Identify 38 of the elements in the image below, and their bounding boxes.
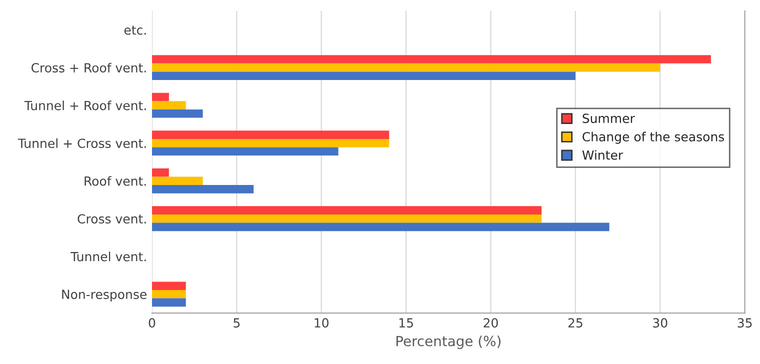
y-tick-label: Roof vent. [84, 176, 146, 186]
x-tick-label: 25 [568, 318, 582, 328]
bar [152, 63, 660, 72]
legend-label: Change of the seasons [582, 132, 724, 144]
bar [152, 185, 254, 194]
legend-label: Winter [582, 150, 624, 160]
y-tick-label: Non-response [62, 290, 146, 302]
legend-label: Summer [582, 114, 635, 124]
y-tick-label: Tunnel + Roof vent. [24, 100, 146, 110]
x-tick-label: 30 [653, 318, 668, 328]
y-tick-label: Tunnel + Cross vent. [18, 138, 146, 148]
y-tick-label: Tunnel vent. [70, 252, 146, 262]
x-tick-label: 10 [314, 318, 328, 328]
x-tick-label: 0 [148, 318, 156, 328]
x-axis-title: Percentage (%) [396, 336, 500, 349]
bar [152, 168, 169, 177]
bar [152, 214, 542, 223]
bar [152, 138, 390, 148]
bar [152, 222, 610, 232]
y-tick-label: Cross + Roof vent. [31, 62, 146, 72]
bar [152, 101, 186, 110]
bar [152, 290, 186, 298]
bar [152, 55, 711, 64]
bar [152, 206, 542, 214]
x-tick-label: 35 [738, 318, 752, 328]
bar [152, 147, 338, 156]
x-tick-label: 5 [234, 318, 240, 328]
bar [152, 92, 169, 102]
x-tick-label: 15 [399, 318, 413, 328]
bar [152, 176, 203, 186]
bar [152, 109, 203, 118]
bar [152, 130, 390, 139]
x-tick-label: 20 [484, 318, 498, 328]
y-tick-label: Cross vent. [78, 214, 146, 224]
y-tick-label: etc. [124, 26, 146, 35]
bar [152, 298, 186, 307]
bar [152, 72, 576, 80]
bar [152, 282, 186, 290]
